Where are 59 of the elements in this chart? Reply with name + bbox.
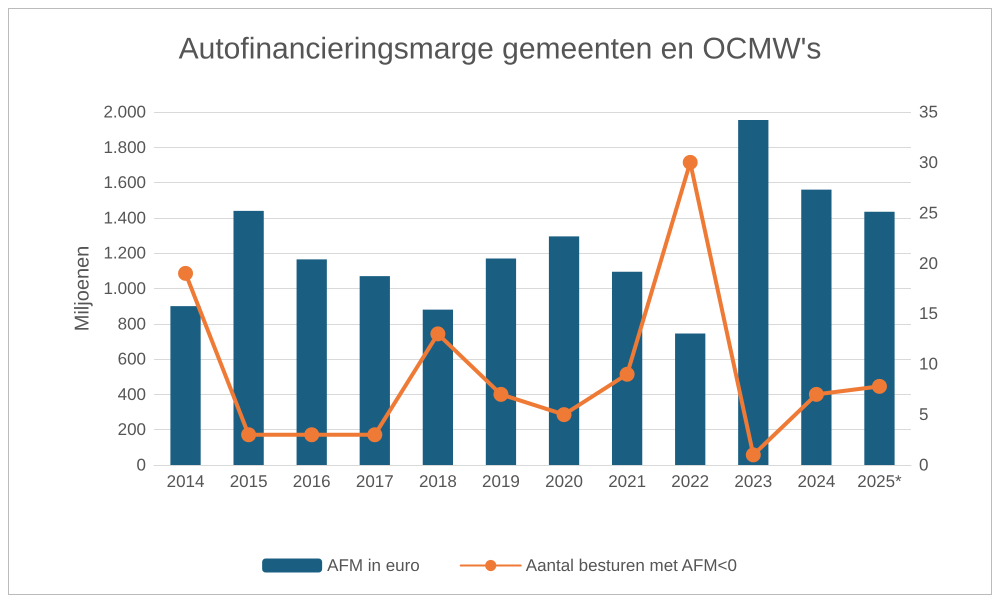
y-tick-label: 600 <box>118 350 146 369</box>
point <box>367 427 382 442</box>
y-tick-label: 2.000 <box>103 102 146 122</box>
bar <box>422 310 454 465</box>
x-tick-label: 2024 <box>797 472 836 491</box>
x-tick-label: 2014 <box>166 472 204 491</box>
bar <box>296 259 327 465</box>
x-tick-label: 2016 <box>292 472 331 491</box>
y2-tick-label: 35 <box>919 102 938 122</box>
y-tick-label: 800 <box>118 314 146 334</box>
x-tick-label: 2015 <box>230 472 268 491</box>
y-tick-label: 400 <box>118 384 146 404</box>
legend-label: AFM in euro <box>327 556 420 575</box>
y2-tick-label: 30 <box>919 152 938 172</box>
point <box>682 154 698 170</box>
x-tick-label: 2018 <box>418 472 457 491</box>
x-tick-label: 2017 <box>356 472 394 491</box>
point <box>746 447 761 462</box>
x-tick-label: 2023 <box>734 472 772 491</box>
bar <box>738 120 768 465</box>
y-tick-label: 1.600 <box>103 173 146 192</box>
point <box>872 378 887 394</box>
bar <box>675 334 706 465</box>
point <box>556 407 572 422</box>
point <box>241 427 256 442</box>
y2-tick-label: 20 <box>919 254 938 273</box>
bar <box>360 276 390 465</box>
bar <box>612 272 642 465</box>
y-tick-label: 1.200 <box>103 244 146 263</box>
y-tick-label: 0 <box>136 456 146 474</box>
y2-tick-label: 25 <box>919 203 938 222</box>
x-tick-label: 2021 <box>608 472 646 491</box>
y2-tick-label: 0 <box>919 456 928 474</box>
point <box>620 366 635 382</box>
point <box>178 266 194 281</box>
legend-label: Aantal besturen met AFM<0 <box>526 556 737 575</box>
bar <box>548 236 580 465</box>
x-tick-label: 2019 <box>482 472 520 491</box>
x-tick-label: 2020 <box>545 472 583 491</box>
point <box>808 386 824 402</box>
point <box>493 386 508 402</box>
y-tick-label: 1.800 <box>103 138 146 157</box>
y2-tick-label: 15 <box>919 304 938 324</box>
bar <box>864 212 895 465</box>
bar <box>233 210 264 465</box>
y-tick-label: 200 <box>118 420 146 440</box>
bar <box>170 306 201 465</box>
x-tick-label: 2025* <box>857 472 902 491</box>
x-tick-label: 2022 <box>671 472 710 491</box>
y-tick-label: 1.000 <box>103 279 146 298</box>
y-axis-title: Miljoenen <box>72 246 94 332</box>
y-tick-label: 1.400 <box>103 208 146 228</box>
point <box>430 326 446 342</box>
chart-title: Autofinancieringsmarge gemeenten en OCMW's <box>178 32 822 66</box>
y2-tick-label: 5 <box>919 405 928 424</box>
bar <box>801 190 832 465</box>
point <box>304 427 320 442</box>
y2-tick-label: 10 <box>919 354 938 374</box>
bar <box>486 258 516 465</box>
